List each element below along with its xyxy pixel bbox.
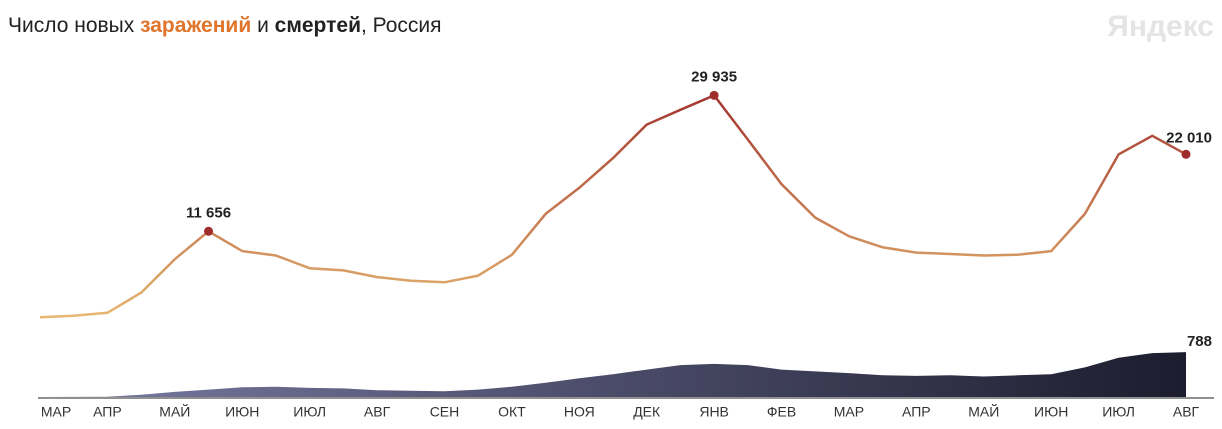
x-tick-label: АПР xyxy=(902,404,931,420)
x-tick-label: ФЕВ xyxy=(767,404,796,420)
x-tick-label: ЯНВ xyxy=(699,404,729,420)
title-part: смертей xyxy=(275,14,361,37)
title-part: Число новых xyxy=(8,14,140,37)
peak-dot xyxy=(204,226,214,236)
x-tick-label: НОЯ xyxy=(564,404,595,420)
x-tick-label: АВГ xyxy=(1173,404,1200,420)
x-tick-label: ИЮН xyxy=(1034,404,1068,420)
x-tick-label: МАЙ xyxy=(159,403,190,420)
x-tick-label: МАР xyxy=(834,404,864,420)
chart-title: Число новых заражений и смертей, Россия xyxy=(8,14,442,37)
x-tick-label: МАР xyxy=(41,404,71,420)
x-tick-label: ДЕК xyxy=(633,404,661,420)
deaths-area xyxy=(40,352,1186,397)
value-label: 11 656 xyxy=(186,204,231,221)
title-part: заражений xyxy=(140,14,251,37)
x-tick-label: ИЮЛ xyxy=(1102,404,1135,420)
x-tick-label: АПР xyxy=(93,404,122,420)
peak-dot xyxy=(709,90,719,100)
x-tick-label: МАЙ xyxy=(968,403,999,420)
title-part: , Россия xyxy=(361,14,442,37)
infection-line xyxy=(39,94,1187,319)
value-label: 788 xyxy=(1187,333,1212,350)
x-tick-label: СЕН xyxy=(430,404,460,420)
value-label: 29 935 xyxy=(691,68,737,85)
x-tick-label: ИЮЛ xyxy=(293,404,326,420)
peak-dot xyxy=(1181,149,1191,159)
x-tick-label: ИЮН xyxy=(225,404,259,420)
title-part: и xyxy=(251,14,274,37)
value-label: 22 010 xyxy=(1166,129,1212,146)
x-tick-label: АВГ xyxy=(364,404,391,420)
x-tick-label: ОКТ xyxy=(498,404,526,420)
logo: Яндекс xyxy=(1107,10,1214,43)
